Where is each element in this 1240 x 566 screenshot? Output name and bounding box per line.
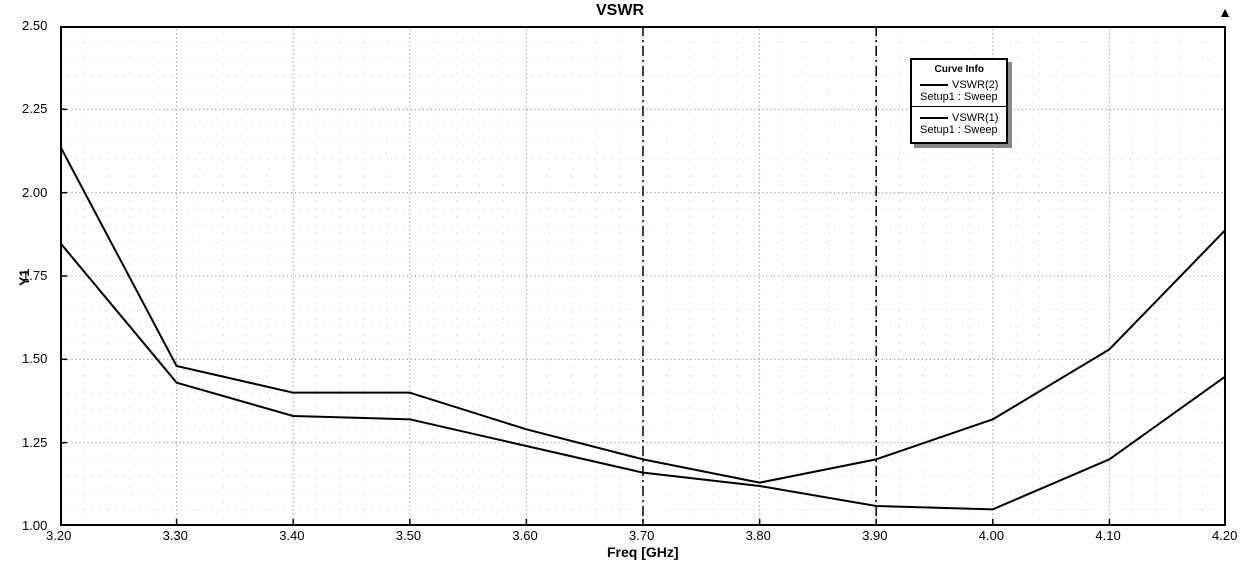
x-tick-label: 3.30 <box>163 528 188 543</box>
x-tick-label: 3.20 <box>46 528 71 543</box>
y-tick-label: 1.50 <box>22 351 47 366</box>
legend-series-name: VSWR(1) <box>952 112 998 124</box>
legend-entry: VSWR(1)Setup1 : Sweep <box>920 110 998 136</box>
y-tick-label: 1.00 <box>22 518 47 533</box>
x-tick-label: 3.40 <box>279 528 304 543</box>
x-axis-label: Freq [GHz] <box>607 544 679 560</box>
chart-root: VSWR ▲ Y1 Freq [GHz] 3.203.303.403.503.6… <box>0 0 1240 566</box>
y-tick-label: 2.50 <box>22 18 47 33</box>
legend-title: Curve Info <box>920 64 998 75</box>
x-tick-label: 4.10 <box>1095 528 1120 543</box>
x-tick-label: 3.90 <box>862 528 887 543</box>
legend-box: Curve Info VSWR(2)Setup1 : SweepVSWR(1)S… <box>910 58 1008 144</box>
x-tick-label: 3.80 <box>746 528 771 543</box>
legend-entry: VSWR(2)Setup1 : Sweep <box>920 77 998 103</box>
legend-swatch <box>920 117 948 119</box>
legend-series-name: VSWR(2) <box>952 79 998 91</box>
x-tick-label: 3.60 <box>512 528 537 543</box>
x-tick-label: 3.70 <box>629 528 654 543</box>
x-tick-label: 4.00 <box>979 528 1004 543</box>
y-tick-label: 1.75 <box>22 268 47 283</box>
x-tick-label: 3.50 <box>396 528 421 543</box>
legend-series-subtitle: Setup1 : Sweep <box>920 124 998 136</box>
chart-title: VSWR <box>0 2 1240 20</box>
y-tick-label: 1.25 <box>22 435 47 450</box>
y-tick-label: 2.00 <box>22 185 47 200</box>
y-tick-label: 2.25 <box>22 101 47 116</box>
legend-series-subtitle: Setup1 : Sweep <box>920 91 998 103</box>
x-tick-label: 4.20 <box>1212 528 1237 543</box>
annotation-triangle-icon: ▲ <box>1218 4 1232 20</box>
plot-area <box>60 26 1226 526</box>
legend-swatch <box>920 84 948 86</box>
